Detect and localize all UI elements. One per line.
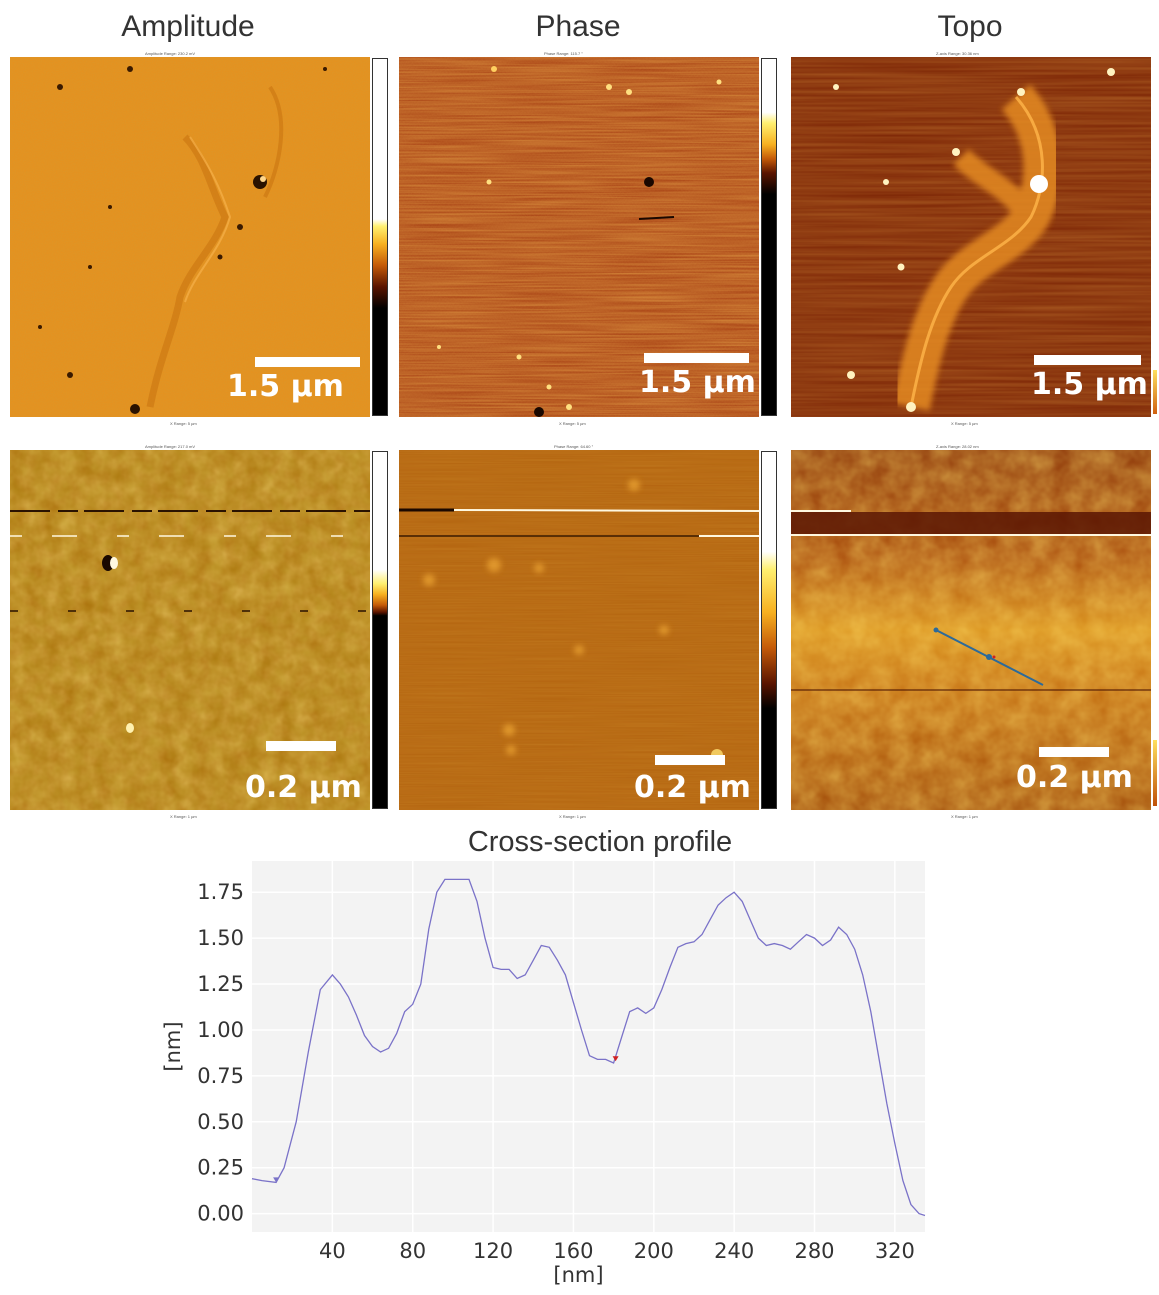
scale-label: 0.2 µm (634, 770, 751, 805)
amplitude-map-bottom (10, 450, 370, 810)
x-tick-label: 200 (634, 1239, 674, 1263)
topo-colorbar-bottom (1153, 740, 1157, 806)
x-tick-label: 280 (794, 1239, 834, 1263)
column-title-topo: Topo (937, 10, 1003, 43)
column-title-amplitude: Amplitude (121, 10, 255, 43)
panel-header: Z-axis Range: 28.02 nm (936, 444, 979, 449)
plot-area (252, 861, 925, 1232)
scale-bar (644, 353, 749, 363)
x-tick-label: 320 (875, 1239, 915, 1263)
scale-bar (1034, 355, 1141, 365)
y-tick-label: 0.50 (197, 1110, 244, 1134)
phase-map-bottom (399, 450, 759, 810)
amplitude-image-top: Amplitude Range: 230.2 mV 1.5 µm X Range… (10, 51, 370, 426)
scale-label: 0.2 µm (245, 770, 362, 805)
cross-section-chart: 40 80 120 160 200 240 280 320 0.00 0.25 0.50 0.75 1.… (161, 861, 926, 1287)
scale-bar (655, 755, 725, 765)
y-tick-label: 1.00 (197, 1018, 244, 1042)
amplitude-image-bottom: Amplitude Range: 217.0 mV 0.2 µm X Range… (10, 444, 370, 819)
min-marker (612, 1056, 619, 1062)
panel-footer: X Range: 1 µm (170, 814, 197, 819)
y-tick-label: 0.75 (197, 1064, 244, 1088)
scale-bar (255, 357, 360, 367)
topo-image-top: Z-axis Range: 30.36 nm 1.5 µm X Range: 5… (791, 51, 1151, 426)
phase-image-bottom: Phase Range: 64.60 ° 0.2 µm X Range: 1 µ… (399, 444, 759, 819)
y-tick-label: 0.25 (197, 1156, 244, 1180)
scale-bar (1039, 747, 1109, 757)
scale-bar (266, 741, 336, 751)
column-title-phase: Phase (535, 10, 621, 43)
x-tick-label: 80 (399, 1239, 426, 1263)
x-tick-label: 240 (714, 1239, 754, 1263)
x-tick-label: 40 (319, 1239, 346, 1263)
profile-title: Cross-section profile (467, 826, 733, 858)
phase-colorbar-top (761, 58, 777, 416)
topo-colorbar-top (1153, 370, 1157, 414)
y-tick-label: 1.75 (197, 880, 244, 904)
phase-image-top: Phase Range: 115.7 ° 1.5 µm X Range: 5 µ… (399, 51, 759, 426)
phase-colorbar-bottom (761, 451, 777, 809)
x-tick-label: 160 (553, 1239, 593, 1263)
panel-footer: X Range: 1 µm (951, 814, 978, 819)
panel-footer: X Range: 5 µm (951, 421, 978, 426)
panel-header: Amplitude Range: 230.2 mV (145, 51, 196, 56)
start-marker (273, 1177, 280, 1183)
panel-footer: X Range: 5 µm (170, 421, 197, 426)
y-tick-label: 0.00 (197, 1202, 244, 1226)
topo-image-bottom: Z-axis Range: 28.02 nm 0.2 µm X Range: 1… (791, 444, 1151, 819)
y-axis-label: [nm] (161, 1021, 185, 1071)
amplitude-colorbar-bottom (372, 451, 388, 809)
y-tick-label: 1.50 (197, 926, 244, 950)
amplitude-colorbar-top (372, 58, 388, 416)
y-tick-label: 1.25 (197, 972, 244, 996)
panel-header: Phase Range: 64.60 ° (554, 444, 594, 449)
x-tick-label: 120 (473, 1239, 513, 1263)
scale-label: 1.5 µm (227, 369, 344, 404)
amplitude-map-top (10, 57, 370, 417)
scale-label: 1.5 µm (639, 365, 756, 400)
panel-header: Phase Range: 115.7 ° (544, 51, 583, 56)
panel-header: Z-axis Range: 30.36 nm (936, 51, 979, 56)
phase-map-top (399, 57, 759, 417)
panel-footer: X Range: 1 µm (559, 814, 586, 819)
profile-line (251, 878, 926, 1217)
panel-header: Amplitude Range: 217.0 mV (145, 444, 196, 449)
panel-footer: X Range: 5 µm (559, 421, 586, 426)
scale-label: 1.5 µm (1031, 367, 1148, 402)
scale-label: 0.2 µm (1016, 760, 1133, 795)
x-axis-label: [nm] (553, 1263, 603, 1287)
